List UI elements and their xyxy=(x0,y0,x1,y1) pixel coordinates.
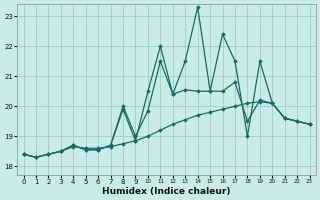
X-axis label: Humidex (Indice chaleur): Humidex (Indice chaleur) xyxy=(102,187,231,196)
